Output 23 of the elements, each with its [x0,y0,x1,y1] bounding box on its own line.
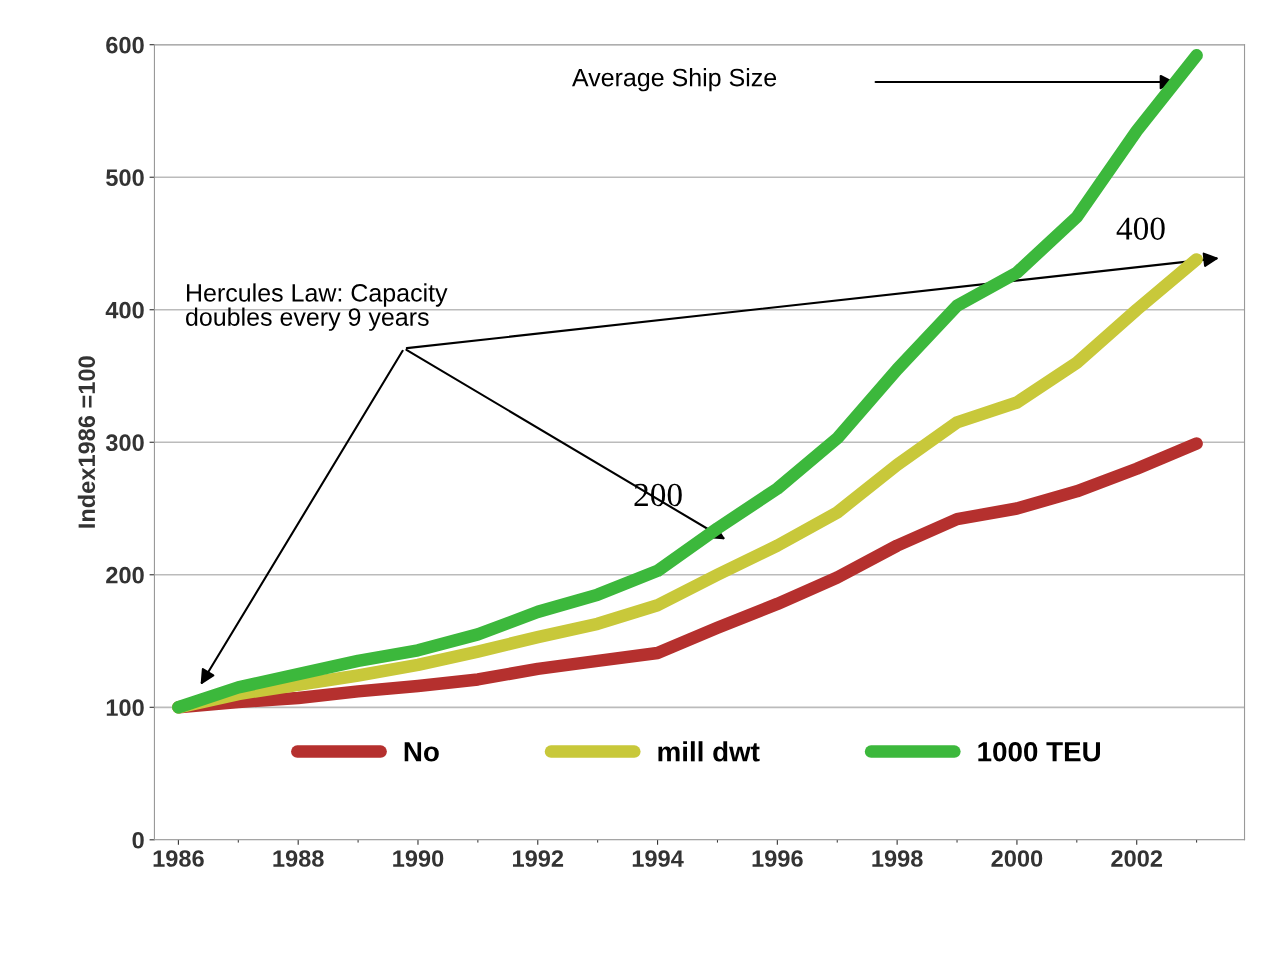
x-tick-label: 1992 [512,850,564,867]
annotation: Average Ship Size [571,68,777,92]
legend-label: 1000 TEU [978,741,1100,762]
y-tick-label: 400 [105,301,144,319]
x-tick-label: 1990 [393,850,444,867]
x-tick-label: 1994 [632,850,684,867]
y-tick-label: 500 [106,169,144,187]
y-tick-label: 100 [106,699,144,717]
y-tick-label: 200 [106,566,144,584]
y-tick-label: 0 [132,831,144,849]
x-tick-label: 1998 [872,850,923,867]
x-tick-label: 1986 [153,850,204,867]
x-tick-label: 2002 [1111,850,1163,867]
legend-label: mill dwt [658,741,760,762]
legend-label: No [404,742,439,762]
y-tick-label: 300 [105,434,144,452]
annotation: 400 [1116,217,1165,240]
x-tick-label: 2000 [991,850,1043,867]
annotation: Hercules Law: Capacity doubles every 9 years [186,283,448,331]
x-tick-label: 1996 [752,850,803,867]
y-axis-title: Index1986 =100 [77,356,96,528]
x-tick-label: 1988 [273,850,324,867]
y-tick-label: 600 [106,36,144,54]
